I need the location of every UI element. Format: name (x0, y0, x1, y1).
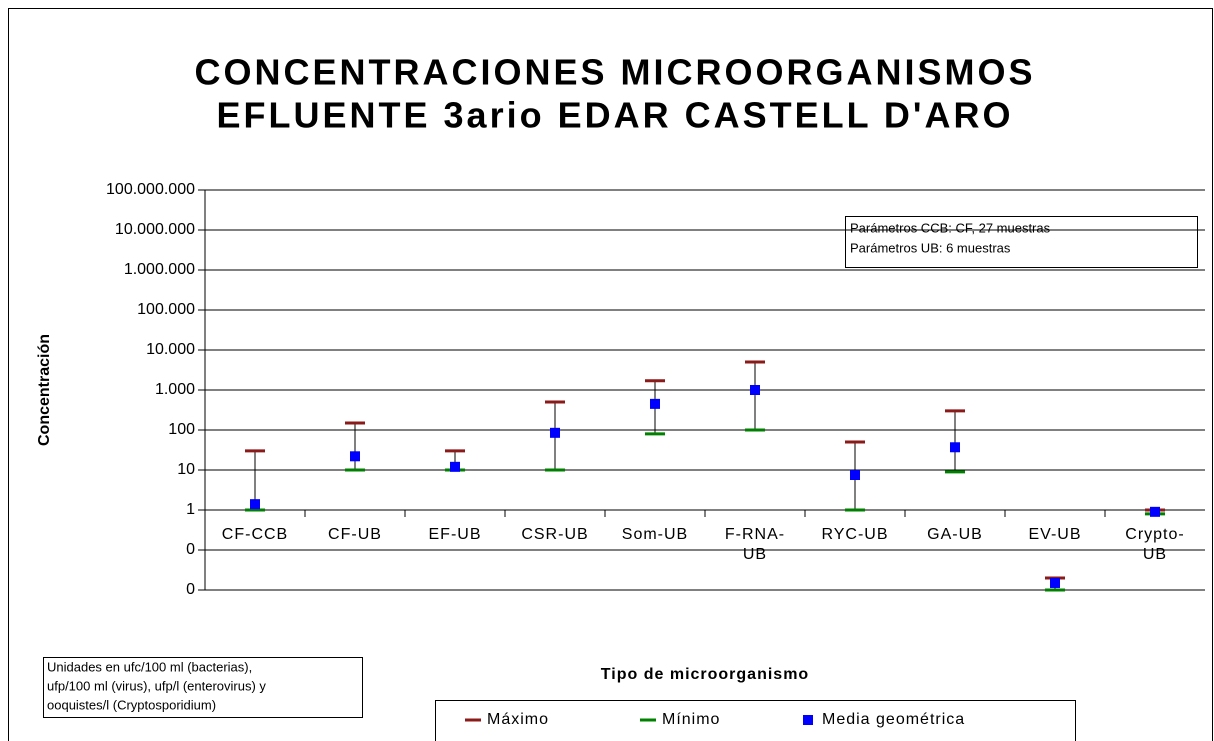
x-tick-label: CF-UB (328, 526, 382, 543)
x-tick-label: RYC-UB (821, 526, 888, 543)
mean-marker (1050, 577, 1060, 588)
legend-label: Mínimo (662, 711, 720, 728)
legend-label: Media geométrica (822, 711, 965, 728)
y-tick-label: 10.000.000 (115, 221, 195, 238)
annotation: Parámetros CCB: CF, 27 muestras (850, 220, 1051, 235)
legend-label: Máximo (487, 711, 549, 728)
annotation: Parámetros UB: 6 muestras (850, 240, 1011, 255)
y-axis-label: Concentración (36, 334, 53, 446)
x-tick-label: EF-UB (429, 526, 482, 543)
x-tick-label: F-RNA-UB (725, 526, 785, 563)
y-tick-label: 1 (186, 501, 195, 518)
annotation-box (845, 216, 1198, 268)
x-tick-label: CF-CCB (222, 526, 288, 543)
x-axis-label: Tipo de microorganismo (601, 666, 809, 683)
legend-marker (803, 715, 813, 725)
x-tick-label: Crypto-UB (1125, 526, 1184, 563)
chart-frame (8, 8, 1213, 741)
annotation: Unidades en ufc/100 ml (bacterias), (47, 659, 252, 674)
mean-marker (350, 451, 360, 462)
y-tick-label: 100.000.000 (106, 181, 195, 198)
y-tick-label: 100.000 (137, 301, 195, 318)
x-tick-label: CSR-UB (521, 526, 588, 543)
annotation-box (43, 657, 363, 718)
mean-marker (550, 427, 560, 438)
chart-title: CONCENTRACIONES MICROORGANISMOS (194, 52, 1035, 93)
x-tick-label: Som-UB (622, 526, 688, 543)
chart-title: EFLUENTE 3ario EDAR CASTELL D'ARO (217, 95, 1014, 136)
y-tick-label: 0 (186, 581, 195, 598)
mean-marker (650, 398, 660, 409)
annotation: ooquistes/l (Cryptosporidium) (47, 697, 216, 712)
mean-marker (750, 385, 760, 395)
mean-marker (250, 499, 260, 510)
y-tick-label: 10.000 (146, 341, 195, 358)
x-tick-label: GA-UB (927, 526, 983, 543)
y-tick-label: 10 (177, 461, 195, 478)
y-tick-label: 100 (168, 421, 195, 438)
y-tick-label: 1.000 (155, 381, 195, 398)
legend-box (435, 700, 1076, 741)
annotation: ufp/100 ml (virus), ufp/l (enterovirus) … (47, 678, 266, 693)
mean-marker (450, 461, 460, 472)
mean-marker (850, 469, 860, 480)
mean-marker (950, 442, 960, 453)
y-tick-label: 1.000.000 (124, 261, 195, 278)
y-tick-label: 0 (186, 541, 195, 558)
x-tick-label: EV-UB (1028, 526, 1081, 543)
mean-marker (1150, 506, 1160, 517)
